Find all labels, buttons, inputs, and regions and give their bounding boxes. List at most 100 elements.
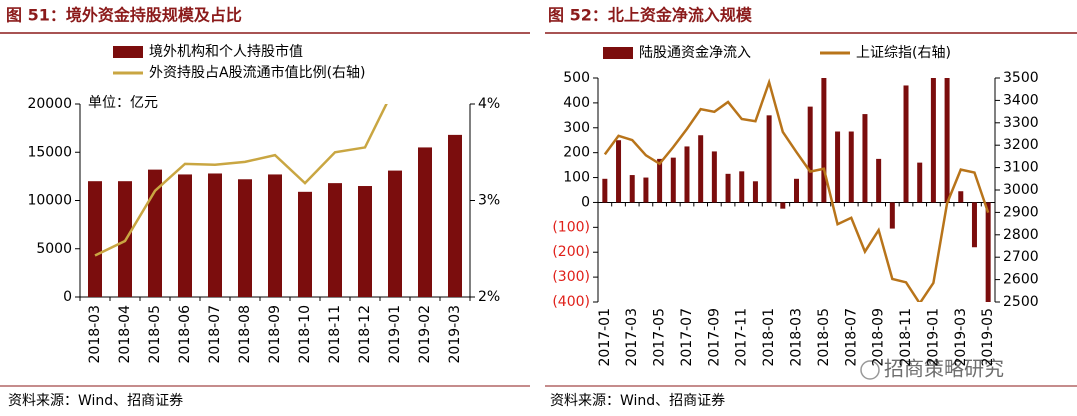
x-tick-label: 2018-05 [816,308,832,367]
chart-title: 图 52：北上资金净流入规模 [548,6,753,25]
bar [794,178,799,203]
bar [848,131,854,203]
unit-label: 单位：亿元 [88,95,158,111]
y2-tick-label: 3000 [1003,182,1039,198]
y2-tick-label: 2% [478,289,500,305]
y-tick-label: 300 [563,120,590,136]
y-tick-label: (400) [552,294,590,310]
y-tick-label: 15000 [27,144,72,160]
y2-tick-label: 2700 [1003,249,1039,265]
legend-swatch [603,47,633,59]
legend-label: 境外机构和个人持股市值 [149,43,303,60]
bar [766,115,772,203]
bar [298,191,312,297]
bar [698,135,704,203]
x-tick-label: 2017-11 [734,308,750,367]
legend-swatch [113,46,143,58]
x-tick-label: 2017-07 [679,308,695,367]
plot [602,78,991,302]
source: 资料来源：Wind、招商证券 [550,393,725,409]
x-tick-label: 2018-05 [147,305,163,364]
bar [889,202,895,229]
legend-label: 外资持股占A股流通市值比例(右轴) [149,64,366,81]
bar [418,147,432,297]
bar [358,186,372,297]
bar [88,181,102,297]
y2-tick-label: 2600 [1003,272,1039,288]
x-tick-label: 2018-12 [357,305,373,364]
bar [739,171,745,203]
y-tick-label: 0 [63,289,72,305]
x-tick-label: 2018-09 [871,308,887,367]
x-tick-label: 2018-07 [207,305,223,364]
y2-tick-label: 3200 [1003,137,1039,153]
line [603,78,990,302]
y2-tick-label: 2800 [1003,227,1039,243]
watermark-icon [860,360,880,380]
y-tick-label: 20000 [27,96,72,112]
x-tick-label: 2019-03 [953,308,969,367]
bar [629,175,635,203]
bar [807,106,813,203]
bar [821,78,827,203]
x-tick-label: 2018-07 [843,308,859,367]
bar [876,158,882,203]
y-tick-label: 400 [563,95,590,111]
y2-tick-label: 3300 [1003,115,1039,131]
legend-label: 上证综指(右轴) [856,45,951,61]
line [94,104,388,257]
bar [944,78,950,203]
plot [88,104,462,297]
x-tick-label: 2018-06 [177,305,193,364]
bar [208,173,222,297]
y-tick-label: 5000 [36,241,72,257]
y2-tick-label: 2900 [1003,204,1039,220]
bar [616,140,622,203]
bar [238,179,252,297]
bar [148,169,162,297]
bar [670,157,676,203]
y-tick-label: (300) [552,269,590,285]
y2-tick-label: 3500 [1003,70,1039,86]
bar [725,173,731,203]
bar [657,158,663,203]
bar [178,174,192,297]
source: 资料来源：Wind、招商证券 [8,393,183,409]
bar [643,177,649,203]
x-tick-label: 2017-01 [597,308,613,367]
bar [930,78,936,203]
x-tick-label: 2019-02 [417,305,433,364]
bar [602,178,608,203]
bar [448,134,462,297]
y-tick-label: 500 [563,70,590,86]
bar [835,131,841,203]
x-tick-label: 2018-08 [237,305,253,364]
y-tick-label: (100) [552,219,590,235]
y-tick-label: (200) [552,244,590,260]
bar [711,151,717,203]
bar [862,114,868,203]
x-tick-label: 2018-03 [789,308,805,367]
x-tick-label: 2018-09 [267,305,283,364]
watermark: 招商策略研究 [884,357,1004,381]
y2-tick-label: 3100 [1003,160,1039,176]
x-tick-label: 2019-01 [925,308,941,367]
bar [328,183,342,297]
y-tick-label: 10000 [27,193,72,209]
bar [958,191,964,203]
bar [780,202,786,209]
x-tick-label: 2017-05 [652,308,668,367]
legend-label: 陆股通资金净流入 [639,45,751,61]
x-tick-label: 2018-04 [117,305,133,364]
chart-title: 图 51：境外资金持股规模及占比 [6,6,242,25]
x-tick-label: 2018-01 [761,308,777,367]
x-tick-label: 2019-03 [447,305,463,364]
x-tick-label: 2017-03 [624,308,640,367]
y-tick-label: 100 [563,170,590,186]
bar [985,202,991,302]
bar [684,146,690,203]
y2-tick-label: 2500 [1003,294,1039,310]
y2-tick-label: 4% [478,96,500,112]
y2-tick-label: 3% [478,193,500,209]
